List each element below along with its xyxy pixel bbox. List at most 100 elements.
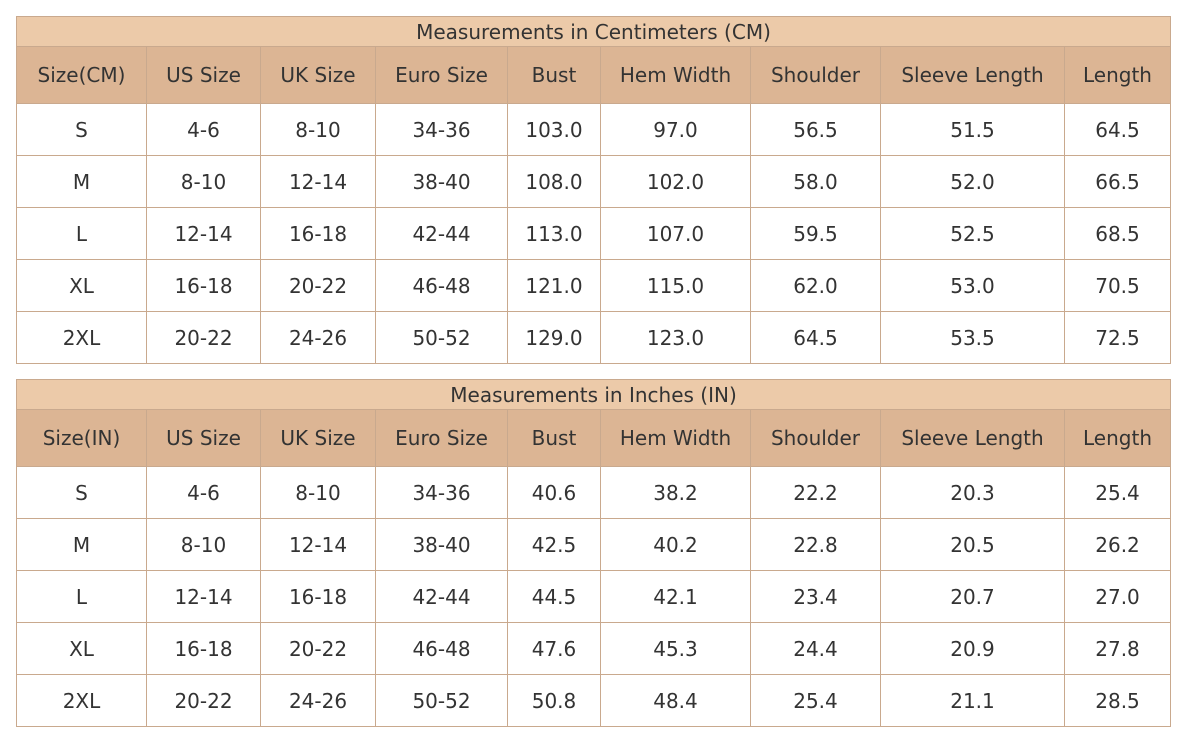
cell: 64.5 [750, 311, 881, 364]
cell: 8-10 [260, 103, 376, 156]
cell: 22.8 [750, 518, 881, 571]
column-header: UK Size [260, 46, 376, 104]
cell: 46-48 [375, 622, 508, 675]
cell: 44.5 [507, 570, 601, 623]
column-header: Shoulder [750, 409, 881, 467]
column-header: Hem Width [600, 409, 751, 467]
cell: 47.6 [507, 622, 601, 675]
cell: 24.4 [750, 622, 881, 675]
cell: 42.5 [507, 518, 601, 571]
cell: 25.4 [750, 674, 881, 727]
cell: 42.1 [600, 570, 751, 623]
column-header: Size(CM) [16, 46, 147, 104]
cell: 8-10 [260, 466, 376, 519]
cell: 16-18 [260, 207, 376, 260]
cell: L [16, 207, 147, 260]
cell: 2XL [16, 674, 147, 727]
column-header: Bust [507, 46, 601, 104]
column-header: US Size [146, 409, 261, 467]
cell: M [16, 518, 147, 571]
cell: 51.5 [880, 103, 1065, 156]
cell: 27.8 [1063, 622, 1172, 675]
cell: 107.0 [600, 207, 751, 260]
cell: 97.0 [600, 103, 751, 156]
cell: 64.5 [1064, 103, 1171, 156]
data-row: 2XL 20-22 24-26 50-52 129.0 123.0 64.5 53.5 72.5 [16, 311, 1171, 364]
cell: 16-18 [146, 259, 261, 312]
cell: S [16, 466, 147, 519]
cell: 12-14 [146, 570, 261, 623]
cell: M [16, 155, 147, 208]
cell: 50-52 [375, 674, 508, 727]
cell: 20.5 [880, 518, 1065, 571]
cell: 12-14 [146, 207, 261, 260]
cell: 34-36 [375, 466, 508, 519]
cell: 24-26 [260, 311, 376, 364]
cell: 121.0 [507, 259, 601, 312]
column-header: Size(IN) [16, 409, 147, 467]
cell: 42-44 [375, 570, 508, 623]
data-row: XL 16-18 20-22 46-48 47.6 45.3 24.4 20.9 27.8 [16, 622, 1172, 675]
title-row: Measurements in Centimeters (CM) [16, 16, 1171, 47]
cell: 2XL [16, 311, 147, 364]
column-header: Euro Size [375, 409, 508, 467]
table-title: Measurements in Inches (IN) [15, 379, 1172, 410]
cell: 52.0 [880, 155, 1065, 208]
data-row: L 12-14 16-18 42-44 44.5 42.1 23.4 20.7 27.0 [16, 570, 1172, 623]
cell: 20-22 [146, 311, 261, 364]
data-row: M 8-10 12-14 38-40 108.0 102.0 58.0 52.0 66.5 [16, 155, 1171, 208]
cell: 27.0 [1063, 570, 1172, 623]
cell: 72.5 [1064, 311, 1171, 364]
cell: 22.2 [750, 466, 881, 519]
cell: 16-18 [146, 622, 261, 675]
column-header: Euro Size [375, 46, 508, 104]
cell: 20-22 [146, 674, 261, 727]
cell: 21.1 [880, 674, 1065, 727]
cell: 40.6 [507, 466, 601, 519]
cell: 20.7 [880, 570, 1065, 623]
column-header: UK Size [260, 409, 376, 467]
column-header: US Size [146, 46, 261, 104]
cell: 46-48 [375, 259, 508, 312]
column-header: Length [1064, 46, 1171, 104]
cell: 38-40 [375, 155, 508, 208]
cell: 129.0 [507, 311, 601, 364]
cell: 20.3 [880, 466, 1065, 519]
header-row: Size(CM) US Size UK Size Euro Size Bust Hem W… [16, 46, 1171, 104]
cell: 40.2 [600, 518, 751, 571]
cell: 103.0 [507, 103, 601, 156]
data-row: 2XL 20-22 24-26 50-52 50.8 48.4 25.4 21.1 28.5 [16, 674, 1172, 727]
column-header: Shoulder [750, 46, 881, 104]
column-header: Bust [507, 409, 601, 467]
cell: XL [16, 259, 147, 312]
cell: 38-40 [375, 518, 508, 571]
cell: 52.5 [880, 207, 1065, 260]
cell: 45.3 [600, 622, 751, 675]
cell: 66.5 [1064, 155, 1171, 208]
cell: 68.5 [1064, 207, 1171, 260]
cell: 20-22 [260, 259, 376, 312]
data-row: S 4-6 8-10 34-36 103.0 97.0 56.5 51.5 64.5 [16, 103, 1171, 156]
cell: S [16, 103, 147, 156]
cell: 12-14 [260, 518, 376, 571]
cell: 23.4 [750, 570, 881, 623]
cell: 26.2 [1063, 518, 1172, 571]
cell: 42-44 [375, 207, 508, 260]
cell: 8-10 [146, 518, 261, 571]
column-header: Hem Width [600, 46, 751, 104]
cell: 28.5 [1063, 674, 1172, 727]
cell: 123.0 [600, 311, 751, 364]
cell: 62.0 [750, 259, 881, 312]
cell: 24-26 [260, 674, 376, 727]
size-table: Measurements in Inches (IN) Size(IN) US Si… [15, 379, 1172, 727]
cell: 59.5 [750, 207, 881, 260]
title-row: Measurements in Inches (IN) [15, 379, 1172, 410]
cell: 53.5 [880, 311, 1065, 364]
cell: 115.0 [600, 259, 751, 312]
cell: 108.0 [507, 155, 601, 208]
cell: 38.2 [600, 466, 751, 519]
cell: 4-6 [146, 466, 261, 519]
cell: 56.5 [750, 103, 881, 156]
cell: 58.0 [750, 155, 881, 208]
cell: 50-52 [375, 311, 508, 364]
